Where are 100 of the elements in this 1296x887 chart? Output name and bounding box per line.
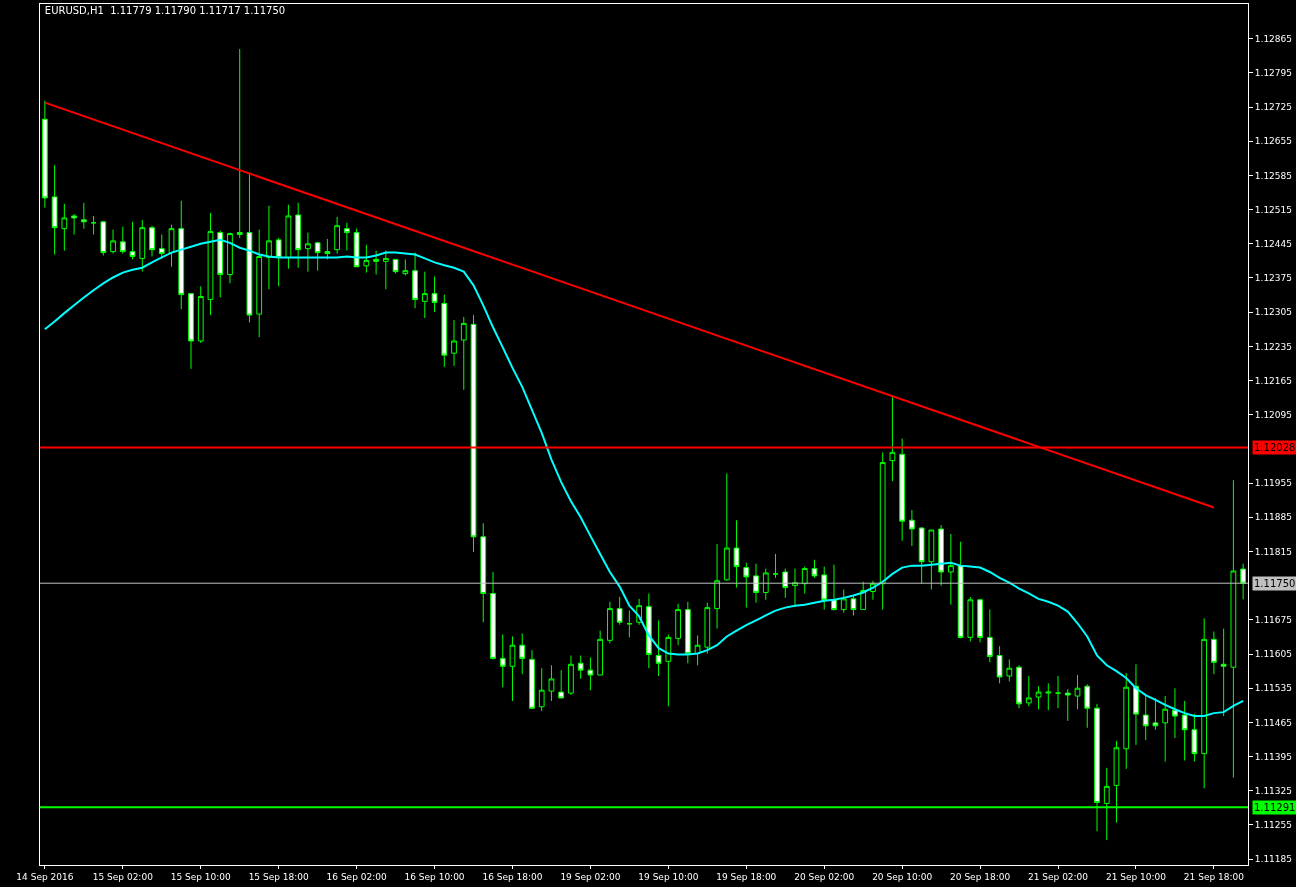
- candlestick: [1172, 687, 1178, 739]
- candlestick: [879, 451, 886, 611]
- candlestick: [178, 200, 185, 310]
- candlestick: [1074, 674, 1081, 710]
- candlestick: [519, 633, 526, 675]
- candlestick: [655, 619, 662, 677]
- candlestick: [977, 598, 983, 643]
- candlestick: [723, 472, 730, 582]
- x-tick-label: 19 Sep 10:00: [638, 871, 699, 882]
- candlestick: [353, 228, 360, 268]
- candlestick: [266, 205, 272, 290]
- y-tick-label: 1.12725: [1254, 102, 1293, 113]
- candlestick: [957, 541, 964, 639]
- candlestick: [577, 654, 584, 680]
- y-tick-label: 1.11465: [1254, 717, 1293, 728]
- x-tick-label: 19 Sep 02:00: [560, 871, 621, 882]
- candlestick: [1133, 663, 1139, 746]
- candlestick: [782, 568, 789, 599]
- ref-line-label: 1.12028: [1254, 442, 1296, 453]
- candlestick: [645, 592, 652, 669]
- candlestick: [227, 232, 233, 284]
- y-tick-label: 1.12235: [1254, 341, 1293, 352]
- candlestick: [334, 216, 341, 255]
- x-tick-label: 14 Sep 2016: [16, 871, 74, 882]
- candlestick: [607, 601, 613, 644]
- candlestick: [597, 630, 604, 676]
- candlestick: [314, 241, 321, 272]
- candlestick: [1142, 695, 1149, 741]
- candlestick: [256, 229, 263, 338]
- candlestick: [1220, 628, 1227, 717]
- y-tick-label: 1.11885: [1254, 512, 1293, 523]
- candlestick: [490, 571, 496, 660]
- y-tick-label: 1.11675: [1254, 614, 1293, 625]
- candlestick: [986, 609, 993, 663]
- candlestick: [665, 633, 672, 707]
- candlestick: [168, 224, 175, 268]
- y-tick-label: 1.11255: [1254, 820, 1293, 831]
- x-tick-label: 16 Sep 10:00: [404, 871, 465, 882]
- candlestick: [1201, 617, 1208, 789]
- candlestick: [1181, 700, 1188, 761]
- candlestick: [188, 293, 194, 370]
- candlestick: [558, 669, 565, 699]
- y-tick-label: 1.11605: [1254, 649, 1293, 660]
- candlestick: [1006, 658, 1013, 682]
- candlestick: [529, 649, 535, 709]
- candlestick: [996, 645, 1003, 684]
- candlestick: [460, 316, 467, 391]
- candlestick: [1025, 675, 1032, 707]
- candlestick: [197, 285, 204, 344]
- ref-line-label: 1.11750: [1254, 578, 1296, 589]
- y-tick-label: 1.12655: [1254, 136, 1293, 147]
- y-tick-label: 1.12585: [1254, 170, 1293, 181]
- candlestick: [684, 601, 691, 664]
- candlestick: [967, 596, 974, 642]
- y-tick-label: 1.11325: [1254, 785, 1293, 796]
- y-tick-label: 1.11955: [1254, 478, 1293, 489]
- candlestick: [1084, 683, 1091, 729]
- x-tick-label: 20 Sep 18:00: [950, 871, 1011, 882]
- candlestick: [402, 258, 409, 277]
- x-tick-label: 15 Sep 02:00: [92, 871, 154, 882]
- candlestick: [324, 238, 331, 260]
- x-tick-label: 19 Sep 18:00: [716, 871, 777, 882]
- x-tick-label: 20 Sep 02:00: [794, 871, 855, 882]
- y-tick-label: 1.12865: [1254, 33, 1293, 44]
- candlestick: [928, 529, 935, 591]
- chart-title: EURUSD,H1 1.11779 1.11790 1.11717 1.11750: [44, 5, 286, 17]
- candlestick: [392, 258, 399, 275]
- x-tick-label: 21 Sep 10:00: [1105, 871, 1167, 882]
- y-tick-label: 1.12515: [1254, 204, 1293, 215]
- candlestick: [568, 654, 574, 696]
- y-tick-label: 1.11535: [1254, 683, 1293, 694]
- candlestick: [451, 319, 457, 367]
- candlestick: [373, 250, 379, 276]
- candlestick: [509, 635, 516, 702]
- candlestick: [119, 226, 126, 255]
- x-tick-label: 21 Sep 18:00: [1183, 871, 1245, 882]
- candlestick: [431, 276, 438, 313]
- candlestick: [275, 237, 282, 287]
- candlestick: [129, 221, 136, 260]
- candlestick: [421, 271, 428, 319]
- candlestick: [480, 522, 487, 623]
- candlestick: [149, 225, 155, 257]
- candlestick: [71, 213, 77, 236]
- candlestick: [441, 294, 448, 368]
- candlestick: [158, 234, 165, 259]
- y-tick-label: 1.11185: [1254, 854, 1293, 865]
- candlestick: [1191, 713, 1198, 762]
- candlestick: [1230, 479, 1237, 779]
- x-tick-label: 16 Sep 02:00: [326, 871, 387, 882]
- candlestick: [295, 202, 302, 269]
- candlestick: [821, 566, 828, 611]
- candlestick: [831, 564, 837, 612]
- ref-line-label: 1.11291: [1254, 802, 1296, 813]
- candlestick: [139, 219, 146, 273]
- x-tick-label: 15 Sep 10:00: [170, 871, 232, 882]
- candlestick: [889, 396, 896, 482]
- candlestick: [1016, 664, 1022, 709]
- candlestick: [217, 230, 224, 299]
- y-tick-label: 1.12095: [1254, 409, 1293, 420]
- candlestick: [762, 568, 769, 601]
